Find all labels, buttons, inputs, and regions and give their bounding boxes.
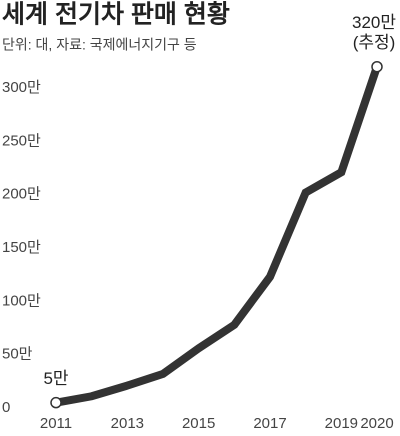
y-tick-label: 200만 [2,186,41,203]
end-marker [371,60,383,73]
x-tick-label: 2011 [40,415,72,432]
y-tick-label: 250만 [2,132,41,149]
x-tick-label: 2020 [360,415,393,432]
x-tick-label: 2017 [253,415,286,432]
data-line [55,65,381,407]
y-tick-label: 0 [2,399,10,416]
y-tick-label: 50만 [2,346,33,363]
value-label: 5만 [43,368,69,388]
x-tick-label: 2013 [111,415,144,432]
end-marker [50,396,62,409]
value-label: 320만 (추정) [351,12,396,52]
y-tick-label: 300만 [2,79,41,96]
y-tick-label: 100만 [2,292,41,309]
chart-title: 세계 전기차 판매 현황 [2,1,230,29]
x-tick-label: 2015 [182,415,215,432]
chart-subtitle: 단위: 대, 자료: 국제에너지기구 등 [2,37,197,53]
x-tick-label: 2019 [325,415,358,432]
y-tick-label: 150만 [2,239,41,256]
